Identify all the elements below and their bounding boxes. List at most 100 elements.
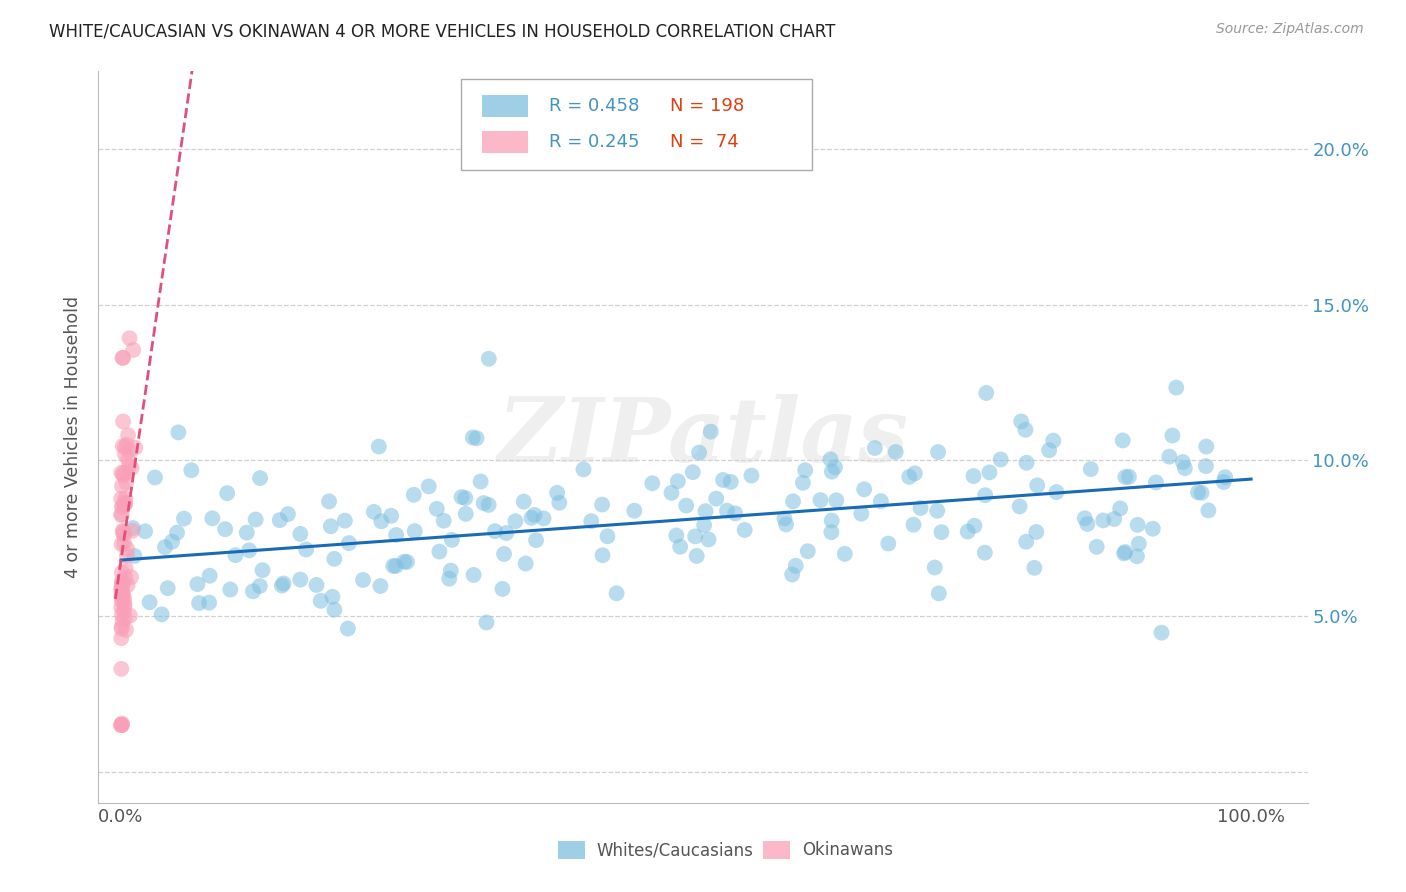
Point: [1128, 537, 1150, 551]
Y-axis label: 4 or more Vehicles in Household: 4 or more Vehicles in Household: [65, 296, 83, 578]
Point: [1195, 459, 1218, 474]
Point: [252, 563, 274, 577]
Point: [110, 718, 132, 732]
Point: [810, 493, 832, 508]
Point: [117, 452, 139, 467]
Point: [112, 604, 135, 618]
Point: [114, 497, 136, 511]
Point: [1118, 469, 1140, 483]
Point: [782, 494, 804, 508]
Point: [820, 525, 842, 540]
Point: [450, 490, 472, 504]
Text: Whites/Caucasians: Whites/Caucasians: [596, 841, 754, 859]
Point: [363, 505, 385, 519]
Point: [700, 425, 723, 439]
Point: [669, 540, 692, 554]
Point: [111, 351, 134, 365]
Point: [720, 475, 742, 489]
Point: [224, 548, 246, 562]
Point: [112, 588, 135, 602]
Point: [318, 494, 340, 508]
Bar: [482, 95, 527, 118]
Point: [309, 594, 332, 608]
Point: [385, 558, 408, 573]
Point: [1159, 450, 1181, 464]
Point: [666, 475, 689, 489]
Point: [1026, 478, 1049, 492]
Point: [269, 513, 291, 527]
Point: [114, 497, 136, 511]
Point: [121, 461, 143, 475]
Point: [515, 557, 537, 571]
Point: [1161, 428, 1184, 442]
Point: [884, 445, 907, 459]
Point: [426, 501, 449, 516]
Point: [271, 578, 294, 592]
Point: [110, 718, 132, 732]
Point: [110, 581, 132, 595]
Point: [418, 479, 440, 493]
Point: [117, 428, 139, 442]
Point: [1144, 475, 1167, 490]
Point: [111, 578, 134, 592]
Point: [404, 524, 426, 538]
Point: [121, 521, 143, 535]
Point: [693, 518, 716, 533]
Point: [323, 603, 346, 617]
Point: [295, 542, 318, 557]
Point: [910, 500, 932, 515]
Point: [238, 543, 260, 558]
Point: [1010, 414, 1032, 428]
Point: [112, 597, 135, 611]
Point: [697, 533, 720, 547]
Point: [821, 514, 844, 528]
Point: [111, 590, 134, 604]
Point: [523, 508, 546, 522]
Point: [110, 466, 132, 480]
Point: [217, 486, 239, 500]
Point: [1114, 545, 1136, 559]
Point: [138, 595, 160, 609]
Point: [682, 465, 704, 479]
Point: [114, 571, 136, 585]
Text: WHITE/CAUCASIAN VS OKINAWAN 4 OR MORE VEHICLES IN HOUSEHOLD CORRELATION CHART: WHITE/CAUCASIAN VS OKINAWAN 4 OR MORE VE…: [49, 22, 835, 40]
Point: [385, 528, 408, 542]
Point: [465, 431, 488, 445]
Point: [1015, 456, 1038, 470]
Point: [440, 533, 463, 547]
Point: [134, 524, 156, 539]
Point: [120, 570, 142, 584]
Point: [513, 494, 536, 508]
Point: [370, 579, 392, 593]
Text: ZIPatlas: ZIPatlas: [498, 394, 908, 480]
Point: [367, 440, 389, 454]
Point: [641, 476, 664, 491]
Point: [1015, 534, 1038, 549]
Point: [110, 589, 132, 603]
Point: [520, 511, 543, 525]
Point: [1102, 512, 1125, 526]
Point: [115, 549, 138, 563]
Point: [110, 718, 132, 732]
Point: [110, 508, 132, 522]
Text: Source: ZipAtlas.com: Source: ZipAtlas.com: [1216, 22, 1364, 37]
Point: [606, 586, 628, 600]
Point: [1195, 440, 1218, 454]
Point: [796, 544, 818, 558]
Point: [111, 479, 134, 493]
Point: [118, 608, 141, 623]
Point: [111, 607, 134, 622]
Point: [592, 548, 614, 562]
Point: [186, 577, 208, 591]
Text: Okinawans: Okinawans: [803, 841, 893, 859]
Point: [711, 473, 734, 487]
Point: [1150, 625, 1173, 640]
Point: [124, 549, 146, 563]
Point: [1085, 540, 1108, 554]
Point: [853, 483, 876, 497]
Point: [118, 443, 141, 458]
Point: [505, 514, 527, 528]
Point: [1114, 546, 1136, 560]
Point: [591, 498, 613, 512]
Point: [821, 465, 844, 479]
